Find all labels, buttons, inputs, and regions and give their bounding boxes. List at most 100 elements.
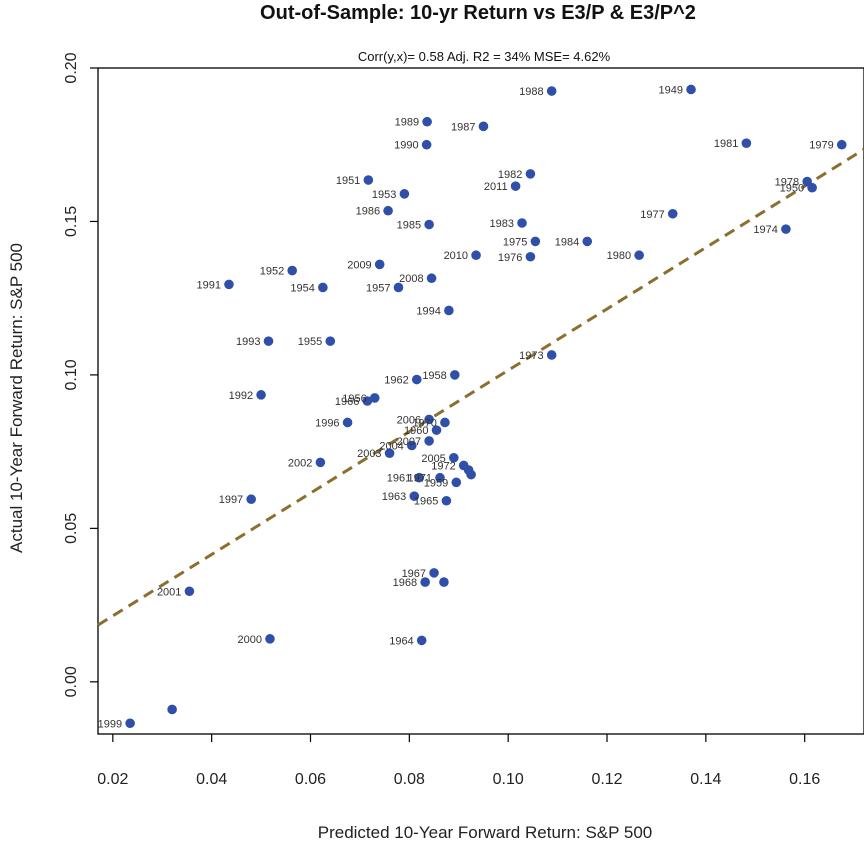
data-point: [246, 494, 256, 505]
data-point: [420, 577, 430, 587]
data-point: [315, 457, 326, 468]
point-label: 1989: [395, 117, 419, 129]
data-point: [667, 208, 678, 219]
point-label: 1960: [404, 425, 428, 437]
data-point: [686, 84, 696, 95]
point-label: 1994: [416, 305, 440, 317]
point-label: 2002: [288, 457, 312, 469]
data-point: [741, 138, 752, 148]
y-tick-label: 0.10: [63, 359, 80, 390]
data-point: [449, 452, 459, 463]
point-label: 1974: [753, 224, 777, 236]
y-axis: 0.00 0.05 0.10 0.15 0.20: [63, 52, 98, 697]
point-label: 1981: [714, 138, 738, 150]
data-point: [836, 139, 847, 150]
point-label: 1972: [431, 460, 455, 472]
point-label: 1952: [260, 266, 284, 278]
point-label: 1970: [412, 417, 436, 429]
point-label: 1988: [519, 86, 543, 98]
data-point: [414, 472, 425, 483]
data-point: [363, 175, 374, 185]
y-tick-label: 0.00: [63, 666, 80, 697]
x-tick-label: 0.02: [97, 771, 128, 788]
point-label: 1963: [382, 491, 406, 503]
data-point: [439, 577, 449, 587]
data-point: [781, 224, 791, 234]
point-label: 1955: [298, 336, 322, 348]
data-point: [416, 635, 427, 646]
data-point: [441, 495, 452, 506]
trend-line: [97, 148, 864, 627]
data-point: [517, 218, 527, 228]
x-tick-label: 0.16: [789, 771, 820, 788]
data-point: [530, 236, 541, 247]
point-label: 1985: [397, 220, 421, 232]
chart-subtitle: Corr(y,x)= 0.58 Adj. R2 = 34% MSE= 4.62%: [358, 49, 611, 64]
point-label: 1979: [809, 140, 833, 152]
data-point: [424, 219, 434, 230]
data-point: [582, 236, 593, 247]
data-point: [444, 305, 454, 316]
x-axis: 0.02 0.04 0.06 0.08 0.10 0.12 0.14 0.16: [97, 734, 820, 788]
point-label: 1962: [384, 375, 408, 387]
y-tick-label: 0.15: [63, 206, 80, 237]
data-point: [525, 251, 536, 262]
data-point: [384, 448, 395, 458]
point-label: 2000: [237, 634, 261, 646]
y-tick-label: 0.20: [63, 52, 80, 83]
point-label: 1961: [387, 473, 411, 485]
data-point: [263, 336, 274, 346]
point-label: 2011: [484, 181, 508, 193]
point-label: 2001: [157, 586, 181, 598]
point-labels: 1999 2001 1991 1997 1992 1993 2000 1952 2002 1954…: [98, 84, 834, 730]
point-label: 1984: [555, 236, 579, 248]
point-label: 1983: [490, 218, 514, 230]
point-label: 1992: [229, 390, 253, 402]
point-label: 1959: [424, 477, 448, 489]
data-point: [440, 417, 450, 428]
data-point: [424, 414, 434, 425]
point-label: 1965: [414, 496, 438, 508]
point-label: 2010: [444, 250, 468, 262]
x-tick-label: 0.12: [591, 771, 622, 788]
data-point: [546, 86, 557, 96]
data-point: [409, 491, 420, 501]
data-point: [478, 121, 489, 132]
data-point: [422, 116, 432, 127]
point-label: 2008: [399, 273, 423, 285]
data-point: [424, 436, 434, 446]
data-point: [546, 350, 557, 360]
plot-frame: [97, 67, 864, 735]
x-tick-label: 0.14: [690, 771, 721, 788]
data-point: [407, 440, 417, 451]
data-point: [393, 282, 404, 293]
data-point: [369, 393, 380, 403]
data-point: [383, 205, 393, 216]
point-label: 1982: [498, 169, 522, 181]
point-label: 1986: [356, 206, 380, 218]
point-label: 1966: [335, 396, 359, 408]
point-label: 1953: [372, 189, 396, 201]
data-point: [435, 472, 445, 483]
data-point: [256, 390, 266, 400]
point-label: 1990: [394, 140, 418, 152]
data-point: [431, 425, 442, 435]
point-label: 2003: [357, 448, 381, 460]
data-point: [318, 282, 328, 293]
data-point: [429, 568, 439, 578]
data-point: [807, 182, 817, 193]
data-point: [265, 634, 275, 644]
data-point: [167, 704, 177, 715]
point-label: 1971: [407, 473, 431, 485]
data-point: [287, 265, 298, 276]
data-point: [510, 181, 521, 191]
data-point: [634, 250, 644, 261]
point-label: 1968: [393, 577, 417, 589]
data-point: [450, 370, 460, 380]
point-label: 2006: [397, 414, 421, 426]
data-point: [184, 586, 195, 597]
point-label: 1999: [98, 718, 122, 730]
point-label: 1951: [336, 175, 360, 187]
point-label: 1949: [659, 84, 683, 96]
point-label: 1993: [236, 336, 260, 348]
